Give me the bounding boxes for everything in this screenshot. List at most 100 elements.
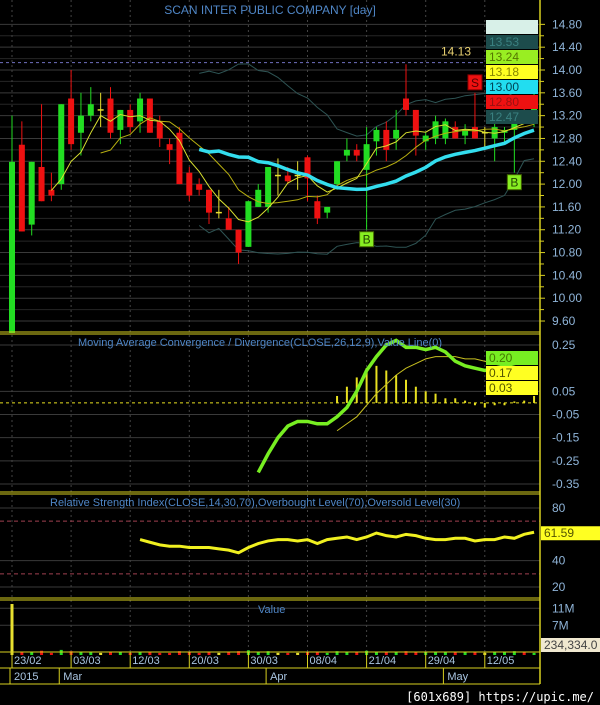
- period-label: Mar: [63, 671, 82, 683]
- candle-body: [68, 98, 75, 145]
- candle-body: [235, 229, 242, 253]
- candle-body: [442, 121, 449, 139]
- candle-body: [28, 161, 35, 225]
- volume-title: Value: [258, 604, 285, 616]
- volume-bar: [493, 652, 497, 655]
- volume-bar: [49, 652, 53, 655]
- date-label: 12/03: [132, 655, 160, 667]
- price-tick-label: 13.20: [552, 109, 582, 123]
- date-label: 21/04: [369, 655, 397, 667]
- rsi-panel: [0, 520, 540, 575]
- period-label: 2015: [14, 671, 38, 683]
- macd-tag: 0.17: [489, 366, 513, 380]
- volume-bar: [453, 652, 457, 655]
- candle-body: [363, 144, 370, 170]
- volume-bar: [345, 651, 349, 655]
- candle-body: [334, 161, 341, 185]
- candle-body: [393, 129, 400, 139]
- volume-bar: [30, 651, 34, 655]
- volume-bar: [404, 651, 408, 655]
- ma-20-line: [198, 128, 535, 192]
- volume-bar: [522, 652, 526, 655]
- price-tick-label: 9.60: [552, 314, 576, 328]
- price-tag-bg: [486, 50, 538, 64]
- price-tick-label: 12.00: [552, 177, 582, 191]
- candle-body: [146, 98, 153, 133]
- price-tick-label: 13.60: [552, 86, 582, 100]
- volume-tag: 234,334.0: [544, 638, 598, 652]
- volume-bar: [109, 651, 112, 655]
- price-tag: 13.00: [489, 80, 519, 94]
- candle-body: [412, 109, 419, 136]
- moving-averages: [51, 113, 535, 223]
- macd-title: Moving Average Convergence / Divergence(…: [78, 337, 442, 349]
- candle-body: [166, 144, 173, 150]
- candle-body: [87, 104, 94, 116]
- date-label: 08/04: [310, 655, 338, 667]
- volume-bar: [463, 652, 467, 655]
- candle-body: [48, 189, 55, 196]
- chart-title: SCAN INTER PUBLIC COMPANY [day]: [164, 3, 376, 17]
- candle-body: [343, 149, 350, 156]
- volume-bar: [374, 651, 378, 655]
- macd-tag-bg: [486, 351, 538, 365]
- date-label: 03/03: [73, 655, 101, 667]
- volume-bar: [158, 652, 162, 655]
- macd-tick-label: -0.05: [552, 408, 580, 422]
- candle-body: [196, 184, 203, 190]
- volume-bar: [532, 652, 536, 655]
- candle-body: [18, 144, 25, 232]
- rsi-line: [139, 530, 535, 555]
- volume-bar: [148, 652, 152, 655]
- candle-body: [245, 201, 252, 247]
- volume-bar: [443, 652, 447, 655]
- volume-bar: [512, 651, 516, 655]
- volume-bar: [118, 652, 122, 655]
- candle-body: [304, 157, 311, 179]
- price-tag: 12.80: [489, 95, 519, 109]
- candle-body: [471, 127, 478, 139]
- candle-body: [107, 98, 114, 133]
- volume-bar: [384, 652, 388, 655]
- candle-body: [314, 201, 321, 219]
- volume-bar: [197, 652, 201, 655]
- date-label: 30/03: [250, 655, 278, 667]
- price-tag-bg: [486, 35, 538, 49]
- macd-panel: [0, 338, 540, 474]
- ma-5-line: [51, 113, 535, 223]
- candle-body: [38, 166, 45, 202]
- candle-body: [176, 132, 183, 185]
- candlesticks: B S B: [9, 64, 538, 334]
- price-tick-label: 10.40: [552, 268, 582, 282]
- volume-bar: [473, 652, 477, 655]
- ma-10-line: [100, 117, 535, 205]
- volume-bar: [217, 652, 221, 655]
- price-tick-label: 12.80: [552, 131, 582, 145]
- period-label: May: [447, 671, 468, 683]
- candle-body: [127, 109, 134, 128]
- volume-bar: [296, 652, 300, 655]
- volume-bar: [40, 650, 44, 655]
- candle-body: [324, 206, 331, 213]
- candle-body: [373, 129, 380, 142]
- price-tick-label: 14.00: [552, 63, 582, 77]
- volume-bar: [10, 604, 14, 655]
- candle-body: [156, 121, 163, 139]
- rsi-tick-label: 80: [552, 501, 566, 515]
- candle-body: [531, 96, 538, 122]
- price-tick-label: 10.80: [552, 246, 582, 260]
- buy-signal-marker: [506, 174, 522, 191]
- volume-bar: [256, 652, 260, 655]
- macd-tag-bg: [486, 381, 538, 395]
- volume-tick-label: 11M: [552, 601, 574, 615]
- candle-body: [137, 98, 144, 122]
- volume-bar: [168, 652, 172, 655]
- volume-bar: [335, 651, 339, 655]
- candle-body: [186, 172, 193, 196]
- candle-body: [383, 129, 390, 150]
- volume-bar: [286, 652, 290, 655]
- price-tag-bg: [486, 20, 538, 34]
- price-tick-label: 12.40: [552, 154, 582, 168]
- date-label: 20/03: [191, 655, 219, 667]
- signal-label: B: [363, 233, 371, 247]
